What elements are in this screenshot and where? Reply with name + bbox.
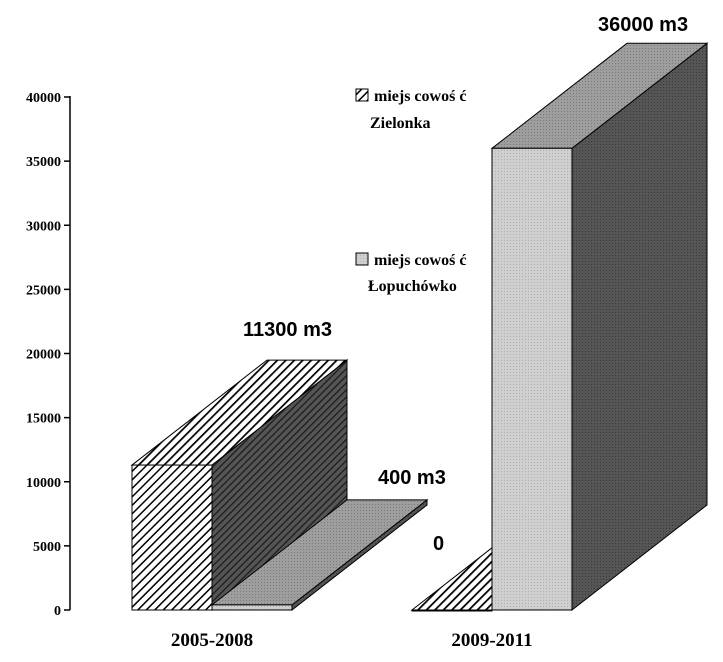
data-label-zielonka-1: 0	[433, 533, 444, 555]
legend-label-zielonka-line1: miejs cowoś ć	[374, 88, 466, 105]
bar-front-face	[131, 464, 213, 611]
bar-front-face	[211, 604, 293, 611]
category-label: 2005-2008	[171, 630, 253, 651]
y-tick-label: 10000	[26, 476, 61, 491]
y-tick-label: 0	[54, 604, 61, 619]
bar-front-face	[491, 147, 573, 611]
legend-item-zielonka: miejs cowoś ć Zielonka	[355, 88, 466, 132]
y-tick-label: 15000	[26, 412, 61, 427]
y-tick-label: 20000	[26, 348, 61, 363]
category-labels: 2005-2008 2009-2011	[171, 630, 533, 651]
data-label-zielonka-0: 11300 m3	[243, 319, 332, 341]
legend-item-lopuchowko: miejs cowoś ć Łopuchówko	[355, 252, 466, 295]
data-label-lopuchowko-1: 36000 m3	[598, 14, 688, 36]
category-label: 2009-2011	[451, 630, 532, 651]
legend-label-lopuchowko-line1: miejs cowoś ć	[374, 252, 466, 269]
data-labels: 11300 m3 0 400 m3 36000 m3	[243, 14, 688, 555]
bars	[130, 42, 709, 612]
y-tick-label: 35000	[26, 155, 61, 170]
bar-lopuchowko-0	[210, 498, 429, 612]
legend-label-zielonka-line2: Zielonka	[370, 115, 430, 132]
legend: miejs cowoś ć Zielonka miejs cowoś ć Łop…	[355, 88, 466, 295]
y-tick-label: 25000	[26, 283, 61, 298]
data-label-lopuchowko-0: 400 m3	[378, 467, 446, 489]
y-axis-ticks: 0 5000 10000 15000 20000 25000 30000 35000 40000	[26, 91, 70, 619]
legend-swatch-lopuchowko	[355, 252, 369, 266]
bar-front-face	[411, 609, 493, 612]
bar-lopuchowko-1	[490, 42, 709, 612]
legend-label-lopuchowko-line2: Łopuchówko	[368, 278, 457, 295]
legend-swatch-zielonka	[355, 88, 369, 102]
y-tick-label: 40000	[26, 91, 61, 106]
y-tick-label: 30000	[26, 219, 61, 234]
y-tick-label: 5000	[33, 540, 61, 555]
